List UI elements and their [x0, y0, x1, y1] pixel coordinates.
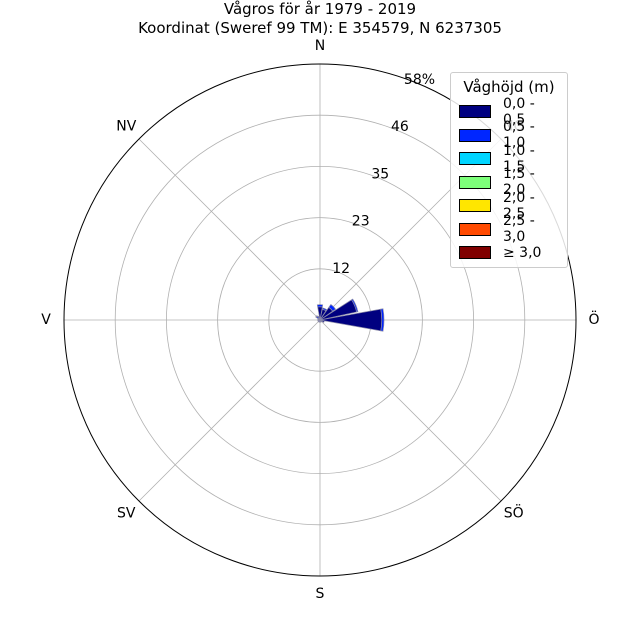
bar-NNV-0,5 - 1,0	[317, 315, 320, 318]
direction-label-SV: SV	[117, 506, 136, 522]
legend-label: 0,5 - 1,0	[503, 119, 535, 152]
legend-label: 1,5 - 2,0	[503, 166, 535, 199]
grid-spoke	[138, 319, 321, 502]
radial-ticks: 12 23 35 46 58%	[332, 72, 435, 277]
legend-swatch	[459, 152, 491, 166]
grid-spoke	[319, 319, 502, 502]
polar-grid	[63, 63, 577, 577]
outer-circle	[63, 63, 577, 577]
legend-swatch	[459, 105, 491, 119]
legend-item: 0,0 - 0,5	[459, 96, 559, 128]
legend-label: 2,5 - 3,0	[503, 213, 535, 246]
radial-tick-label: 35	[371, 166, 389, 182]
bar-NNO-0,5 - 1,0	[321, 307, 328, 312]
direction-label-V: V	[41, 312, 51, 328]
legend-swatch	[459, 175, 491, 189]
direction-label-SÖ: SÖ	[504, 504, 524, 522]
chart-title: Vågros för år 1979 - 2019	[223, 0, 417, 18]
chart-subtitle: Koordinat (Sweref 99 TM): E 354579, N 62…	[138, 19, 502, 37]
legend-item: 0,5 - 1,0	[459, 119, 559, 151]
legend-swatch	[459, 246, 491, 260]
legend-label: 2,0 - 2,5	[503, 189, 535, 222]
bar-ONO-0,5 - 1,0	[351, 298, 359, 313]
legend-item: ≥ 3,0	[459, 241, 559, 265]
legend-label: ≥ 3,0	[503, 244, 542, 261]
radial-tick-label: 23	[352, 214, 370, 230]
direction-label-NV: NV	[116, 118, 136, 134]
legend-item: 2,5 - 3,0	[459, 213, 559, 245]
bar-NO-0,5 - 1,0	[328, 303, 337, 312]
legend-swatch	[459, 222, 491, 236]
legend: Våghöjd (m) 0,0 - 0,5 0,5 - 1,0 1,0 - 1,5 1…	[450, 72, 568, 268]
bar-NV-2,0 - 2,5	[315, 315, 318, 318]
legend-item: 1,0 - 1,5	[459, 143, 559, 175]
bars	[315, 298, 385, 332]
bar-N-0,5 - 1,0	[316, 304, 324, 308]
grid-spoke	[138, 138, 321, 321]
legend-swatch	[459, 128, 491, 142]
legend-item: 2,0 - 2,5	[459, 190, 559, 222]
legend-label: 0,0 - 0,5	[503, 95, 535, 128]
radial-tick-label: 12	[332, 261, 350, 277]
direction-label-N: N	[315, 38, 325, 54]
direction-label-S: S	[316, 586, 325, 602]
legend-label: 1,0 - 1,5	[503, 142, 535, 175]
legend-title: Våghöjd (m)	[463, 78, 555, 96]
legend-item: 1,5 - 2,0	[459, 166, 559, 198]
direction-label-Ö: Ö	[588, 310, 599, 328]
radial-tick-label: 58%	[404, 72, 435, 88]
radial-tick-label: 46	[391, 119, 409, 135]
bar-Ö-0,5 - 1,0	[380, 308, 385, 332]
legend-swatch	[459, 199, 491, 213]
